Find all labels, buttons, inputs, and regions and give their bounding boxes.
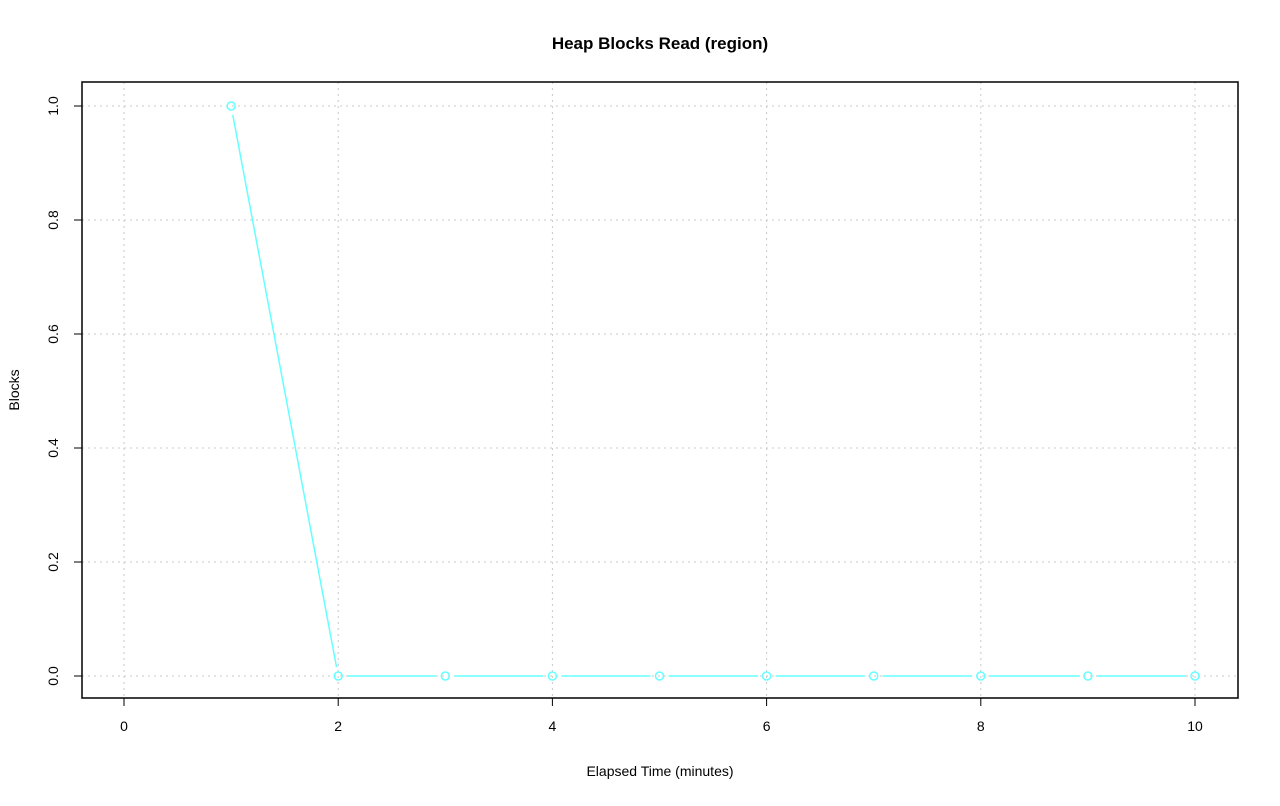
chart-title: Heap Blocks Read (region) [552, 34, 768, 53]
y-tick-label: 0.2 [45, 552, 61, 572]
x-tick-label: 8 [977, 718, 985, 734]
x-tick-label: 4 [549, 718, 557, 734]
data-point [333, 671, 343, 681]
data-point [547, 671, 558, 681]
x-tick-label: 6 [763, 718, 771, 734]
data-point [868, 671, 879, 681]
grid [82, 82, 1238, 698]
y-axis-label: Blocks [6, 369, 22, 410]
data-point [226, 101, 236, 111]
y-tick-label: 1.0 [45, 96, 61, 116]
series-line-segment [232, 114, 338, 668]
y-tick-label: 0.0 [45, 666, 61, 686]
y-tick-label: 0.8 [45, 210, 61, 230]
data-point [976, 671, 986, 681]
x-tick-label: 0 [120, 718, 128, 734]
y-tick-label: 0.4 [45, 438, 61, 458]
x-axis-label: Elapsed Time (minutes) [586, 763, 733, 779]
axes: 0 2 4 6 8 10 0.0 0.2 0.4 0.6 0.8 1.0 [45, 96, 1203, 734]
x-tick-label: 10 [1187, 718, 1203, 734]
data-point [440, 671, 451, 681]
series [226, 101, 1200, 681]
plot-frame [81, 81, 1239, 699]
x-tick-label: 2 [334, 718, 342, 734]
y-tick-label: 0.6 [45, 324, 61, 344]
data-point [654, 671, 665, 681]
data-point [761, 671, 772, 681]
data-point [1190, 671, 1200, 681]
data-point [1083, 671, 1093, 681]
